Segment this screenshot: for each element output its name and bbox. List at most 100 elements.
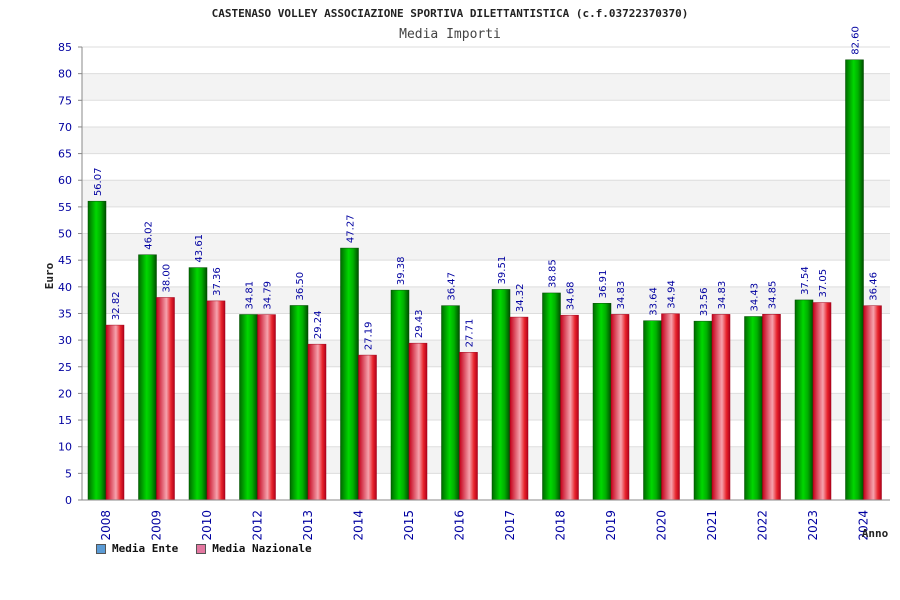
bar-value-label: 36.91 [598,270,609,299]
bar-media-ente-2023 [794,299,814,501]
bar-media-nazionale-2016 [459,352,478,501]
bar-media-ente-2022 [744,316,763,501]
bar-value-label: 37.36 [212,267,223,296]
y-tick-label: 25 [58,361,72,374]
bar-value-label: 34.85 [768,281,779,310]
bar-media-nazionale-2020 [661,313,680,501]
grid-band [82,126,890,154]
bar-value-label: 34.83 [616,281,627,310]
x-tick-label: 2017 [503,510,517,541]
y-tick-label: 65 [58,148,72,161]
x-tick-label: 2008 [99,510,113,541]
bar-value-label: 32.82 [111,291,122,320]
bar-media-ente-2019 [592,303,612,501]
x-tick-label: 2021 [705,510,719,541]
bar-value-label: 34.81 [245,281,256,310]
y-tick-label: 35 [58,307,72,320]
bar-media-ente-2015 [390,289,410,501]
y-tick-label: 85 [58,41,72,54]
bar-media-nazionale-2022 [762,314,781,501]
y-tick-label: 40 [58,281,72,294]
bar-value-label: 38.85 [548,259,559,288]
x-tick-label: 2020 [655,510,669,541]
bar-value-label: 36.46 [869,272,880,301]
y-axis-label: Euro [43,262,56,289]
bar-media-ente-2010 [188,267,208,501]
chart-subtitle: Media Importi [399,27,501,42]
bar-media-nazionale-2024 [863,305,882,501]
legend-item-media-nazionale: Media Nazionale [196,542,312,555]
bar-value-label: 39.38 [396,256,407,285]
legend-label-media-ente: Media Ente [112,542,179,555]
bar-value-label: 39.51 [497,256,508,285]
x-tick-label: 2024 [857,510,871,541]
bar-media-ente-2016 [441,305,460,501]
bar-value-label: 47.27 [346,214,357,243]
bar-value-label: 27.71 [465,319,476,348]
y-tick-label: 80 [58,68,72,81]
bar-media-ente-2017 [491,289,511,501]
bar-media-ente-2024 [845,59,864,501]
y-tick-label: 50 [58,228,72,241]
legend-item-media-ente: Media Ente [96,542,178,555]
bar-media-ente-2020 [643,320,662,501]
bar-value-label: 34.79 [263,281,274,310]
y-tick-label: 70 [58,121,72,134]
x-tick-label: 2010 [200,510,214,541]
bar-media-nazionale-2014 [358,354,377,501]
bar-value-label: 82.60 [851,26,862,55]
bar-media-ente-2008 [87,200,107,501]
x-tick-label: 2015 [402,510,416,541]
y-tick-label: 55 [58,201,72,214]
bar-media-nazionale-2015 [408,342,428,501]
x-axis-ticks: 2008 2009 2010 2012 2013 2014 2015 2016 2017 2018… [99,510,871,541]
bar-value-label: 33.64 [649,287,660,316]
x-tick-label: 2009 [150,510,164,541]
bar-media-ente-2012 [239,314,258,501]
y-tick-label: 30 [58,334,72,347]
bar-value-label: 37.05 [818,269,829,298]
legend-label-media-nazionale: Media Nazionale [212,542,312,555]
x-tick-label: 2016 [453,510,467,541]
y-tick-label: 10 [58,441,72,454]
bar-value-label: 36.47 [447,272,458,301]
y-tick-label: 5 [65,467,72,480]
chart-title: CASTENASO VOLLEY ASSOCIAZIONE SPORTIVA D… [212,7,689,20]
bars-group: 56.07 32.82 46.02 38.00 43.61 37.36 34.81 34.79… [87,26,882,501]
y-tick-label: 0 [65,494,72,507]
bar-media-ente-2018 [542,292,561,501]
y-tick-label: 20 [58,387,72,400]
bar-media-nazionale-2012 [257,314,276,501]
x-tick-label: 2018 [554,510,568,541]
grid-band [82,180,890,207]
bar-value-label: 36.50 [295,272,306,301]
x-tick-label: 2022 [756,510,770,541]
x-tick-label: 2023 [806,510,820,541]
y-axis-ticks: 0 5 10 15 20 25 30 35 40 45 50 55 60 65 70 75 80 85 [58,41,82,507]
bar-value-label: 46.02 [144,221,155,250]
bar-media-nazionale-2019 [610,314,630,501]
x-tick-label: 2013 [301,510,315,541]
y-tick-label: 45 [58,254,72,267]
bar-media-ente-2021 [693,320,713,501]
grid-band [82,73,890,101]
bar-value-label: 34.43 [750,283,761,312]
y-tick-label: 75 [58,94,72,107]
bar-value-label: 34.94 [667,280,678,309]
x-tick-label: 2012 [251,510,265,541]
bar-value-label: 29.24 [313,311,324,340]
bar-media-nazionale-2017 [509,316,529,501]
bar-media-nazionale-2009 [156,297,175,501]
bar-media-nazionale-2010 [206,300,226,501]
x-tick-label: 2014 [352,510,366,541]
x-axis-label: Anno [862,527,889,540]
y-tick-label: 15 [58,414,72,427]
bar-value-label: 34.83 [717,281,728,310]
legend-swatch-media-nazionale [196,543,207,554]
x-tick-label: 2019 [604,510,618,541]
bar-media-nazionale-2008 [105,324,125,501]
bar-media-nazionale-2023 [812,302,832,501]
bar-media-ente-2014 [340,247,359,501]
bar-value-label: 33.56 [699,288,710,317]
